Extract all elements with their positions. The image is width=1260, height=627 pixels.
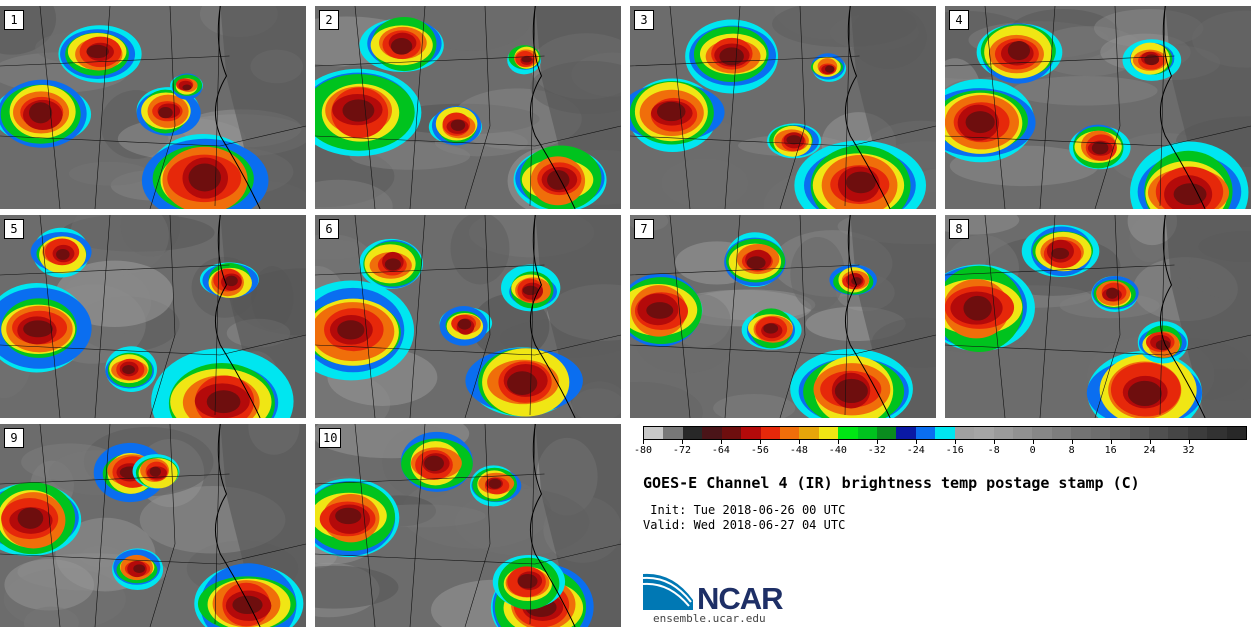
ir-satellite-image <box>630 215 936 418</box>
colorbar-cell <box>877 427 897 439</box>
colorbar-cell <box>1207 427 1227 439</box>
colorbar-tick-label: -48 <box>789 445 808 456</box>
colorbar-cell <box>760 427 780 439</box>
colorbar-tick <box>759 440 761 444</box>
ir-satellite-image <box>0 6 306 209</box>
panel-number-label: 1 <box>4 10 24 30</box>
ir-panel-4: 4 <box>945 6 1251 209</box>
colorbar-tick-label: -40 <box>828 445 847 456</box>
panel-number-label: 9 <box>4 428 24 448</box>
colorbar-cell <box>1051 427 1072 439</box>
colorbar-tick <box>954 440 956 444</box>
colorbar-tick <box>993 440 995 444</box>
colorbar-cell <box>935 427 955 439</box>
colorbar-tick-label: -72 <box>672 445 691 456</box>
colorbar-cell <box>857 427 878 439</box>
panel-number-label: 3 <box>634 10 654 30</box>
colorbar-cell <box>663 427 683 439</box>
colorbar-tick <box>1149 440 1151 444</box>
colorbar-tick-label: 32 <box>1182 445 1195 456</box>
colorbar-tick-label: -80 <box>633 445 653 456</box>
colorbar-tick <box>915 440 917 444</box>
colorbar-tick-label: 0 <box>1029 445 1036 456</box>
ncar-logo-text: NCAR <box>697 581 784 616</box>
temperature-colorbar <box>643 426 1247 440</box>
colorbar-cell <box>1168 427 1188 439</box>
colorbar-tick-label: -24 <box>906 445 925 456</box>
colorbar-tick <box>876 440 878 444</box>
colorbar-cell <box>1032 427 1052 439</box>
ir-satellite-image <box>315 424 621 627</box>
colorbar-tick <box>1110 440 1112 444</box>
ir-panel-10: 10 <box>315 424 621 627</box>
valid-time: Valid: Wed 2018-06-27 04 UTC <box>643 518 846 532</box>
ir-panel-3: 3 <box>630 6 936 209</box>
colorbar-cell <box>974 427 994 439</box>
colorbar-tick-label: -56 <box>750 445 769 456</box>
colorbar-tick-label: 24 <box>1143 445 1156 456</box>
ir-satellite-image <box>945 215 1251 418</box>
ir-panel-6: 6 <box>315 215 621 418</box>
colorbar-cell <box>721 427 742 439</box>
colorbar-cell <box>1129 427 1149 439</box>
colorbar-cell <box>954 427 975 439</box>
colorbar-cell <box>1090 427 1111 439</box>
colorbar-tick <box>1032 440 1034 444</box>
colorbar-cell <box>1187 427 1208 439</box>
colorbar-tick-label: -64 <box>711 445 730 456</box>
colorbar-tick <box>1071 440 1073 444</box>
ir-satellite-image <box>945 6 1251 209</box>
colorbar-cell <box>1110 427 1130 439</box>
colorbar-cell <box>915 427 936 439</box>
colorbar-cell <box>818 427 839 439</box>
colorbar-cell <box>799 427 819 439</box>
panel-number-label: 4 <box>949 10 969 30</box>
colorbar-tick <box>643 440 644 444</box>
ir-satellite-image <box>0 424 306 627</box>
colorbar-tick <box>720 440 722 444</box>
panel-number-label: 8 <box>949 219 969 239</box>
panel-number-label: 5 <box>4 219 24 239</box>
colorbar-cell <box>682 427 703 439</box>
colorbar-cell <box>702 427 722 439</box>
colorbar-tick-label: 16 <box>1104 445 1117 456</box>
colorbar-cell <box>1071 427 1091 439</box>
panel-number-label: 7 <box>634 219 654 239</box>
colorbar-cell <box>644 427 664 439</box>
panel-number-label: 10 <box>319 428 342 448</box>
colorbar-tick <box>837 440 839 444</box>
colorbar-ticks: -80 -72 -64 -56 -48 -40 -32 -24 -16 -8 0 8 16 24 32 <box>634 440 1247 462</box>
colorbar-tick <box>798 440 800 444</box>
ir-panel-8: 8 <box>945 215 1251 418</box>
colorbar-tick-label: -16 <box>945 445 964 456</box>
colorbar-cell <box>838 427 858 439</box>
plot-title: GOES-E Channel 4 (IR) brightness temp po… <box>643 474 1140 492</box>
ir-panel-7: 7 <box>630 215 936 418</box>
ir-panel-5: 5 <box>0 215 306 418</box>
ir-satellite-image <box>315 6 621 209</box>
ir-panel-2: 2 <box>315 6 621 209</box>
init-time: Init: Tue 2018-06-26 00 UTC <box>643 503 846 517</box>
colorbar-cell <box>896 427 916 439</box>
colorbar-tick-label: -8 <box>987 445 1000 456</box>
ir-panel-1: 1 <box>0 6 306 209</box>
colorbar-cell <box>741 427 761 439</box>
colorbar-tick-label: 8 <box>1068 445 1075 456</box>
ir-satellite-image <box>630 6 936 209</box>
colorbar-tick <box>681 440 683 444</box>
ir-satellite-image <box>0 215 306 418</box>
colorbar-cell <box>1148 427 1169 439</box>
colorbar-cell <box>1226 427 1247 439</box>
panel-number-label: 6 <box>319 219 339 239</box>
colorbar-cell <box>993 427 1014 439</box>
colorbar-tick-label: -32 <box>867 445 886 456</box>
colorbar-tick <box>1188 440 1190 444</box>
colorbar-cell <box>1013 427 1033 439</box>
ncar-logo-icon <box>643 573 693 610</box>
ir-panel-9: 9 <box>0 424 306 627</box>
ensemble-url: ensemble.ucar.edu <box>653 612 766 625</box>
ir-satellite-image <box>315 215 621 418</box>
panel-number-label: 2 <box>319 10 339 30</box>
colorbar-cell <box>779 427 800 439</box>
